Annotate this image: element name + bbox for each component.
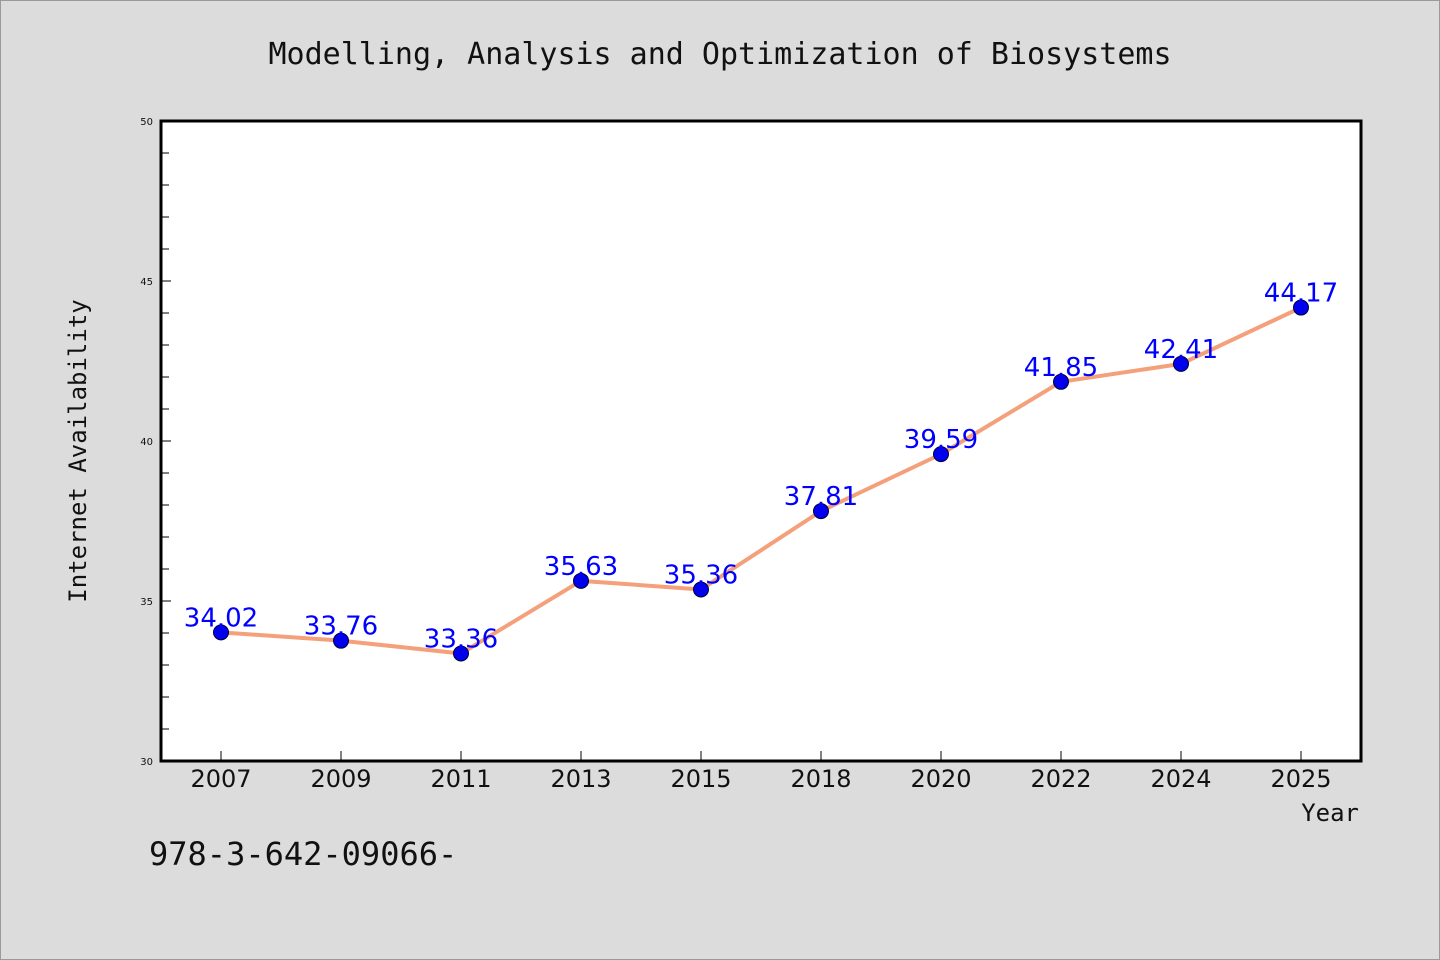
y-tick-label: 50 bbox=[140, 117, 153, 128]
data-label: 35.63 bbox=[544, 552, 618, 582]
x-tick-label: 2007 bbox=[190, 765, 251, 793]
x-tick-label: 2024 bbox=[1150, 765, 1211, 793]
x-tick-label: 2022 bbox=[1030, 765, 1091, 793]
data-label: 35.36 bbox=[664, 560, 738, 590]
data-point bbox=[573, 572, 589, 589]
y-tick-label: 40 bbox=[140, 437, 153, 448]
data-label: 42.41 bbox=[1144, 335, 1218, 365]
x-tick-label: 2020 bbox=[910, 765, 971, 793]
data-point bbox=[933, 446, 949, 463]
data-point bbox=[453, 645, 469, 662]
data-label: 41.85 bbox=[1024, 353, 1098, 383]
plot-area bbox=[159, 119, 1363, 763]
data-point bbox=[693, 581, 709, 598]
data-label: 37.81 bbox=[784, 482, 858, 512]
x-axis: 2007 2009 2011 2013 2015 2018 2020 2022 2024 2025 bbox=[190, 751, 1332, 793]
y-tick-label: 30 bbox=[140, 757, 153, 768]
x-tick-label: 2018 bbox=[790, 765, 851, 793]
x-tick-label: 2025 bbox=[1270, 765, 1331, 793]
y-tick-label: 35 bbox=[140, 597, 153, 608]
y-axis: 30 35 40 45 50 bbox=[140, 117, 171, 768]
chart-title: Modelling, Analysis and Optimization of … bbox=[268, 37, 1171, 72]
x-tick-label: 2013 bbox=[550, 765, 611, 793]
data-point bbox=[333, 632, 349, 649]
series-markers bbox=[213, 299, 1309, 662]
x-tick-label: 2009 bbox=[310, 765, 371, 793]
data-point bbox=[1173, 355, 1189, 372]
data-labels: 34.02 33.76 33.36 35.63 35.36 37.81 39.59 41.85… bbox=[184, 279, 1338, 655]
data-label: 33.36 bbox=[424, 624, 498, 654]
data-point bbox=[213, 624, 229, 641]
data-label: 34.02 bbox=[184, 603, 258, 633]
data-point bbox=[813, 503, 829, 520]
x-axis-title: Year bbox=[1301, 799, 1359, 827]
data-point bbox=[1053, 373, 1069, 390]
data-label: 39.59 bbox=[904, 425, 978, 455]
data-label: 33.76 bbox=[304, 612, 378, 642]
y-axis-title: Internet Availability bbox=[64, 299, 92, 602]
data-label: 44.17 bbox=[1264, 279, 1338, 309]
x-tick-label: 2015 bbox=[670, 765, 731, 793]
y-tick-label: 45 bbox=[140, 277, 153, 288]
data-point bbox=[1293, 299, 1309, 316]
series-line bbox=[220, 305, 1302, 656]
isbn-footer: 978-3-642-09066- bbox=[149, 835, 457, 873]
x-tick-label: 2011 bbox=[430, 765, 491, 793]
